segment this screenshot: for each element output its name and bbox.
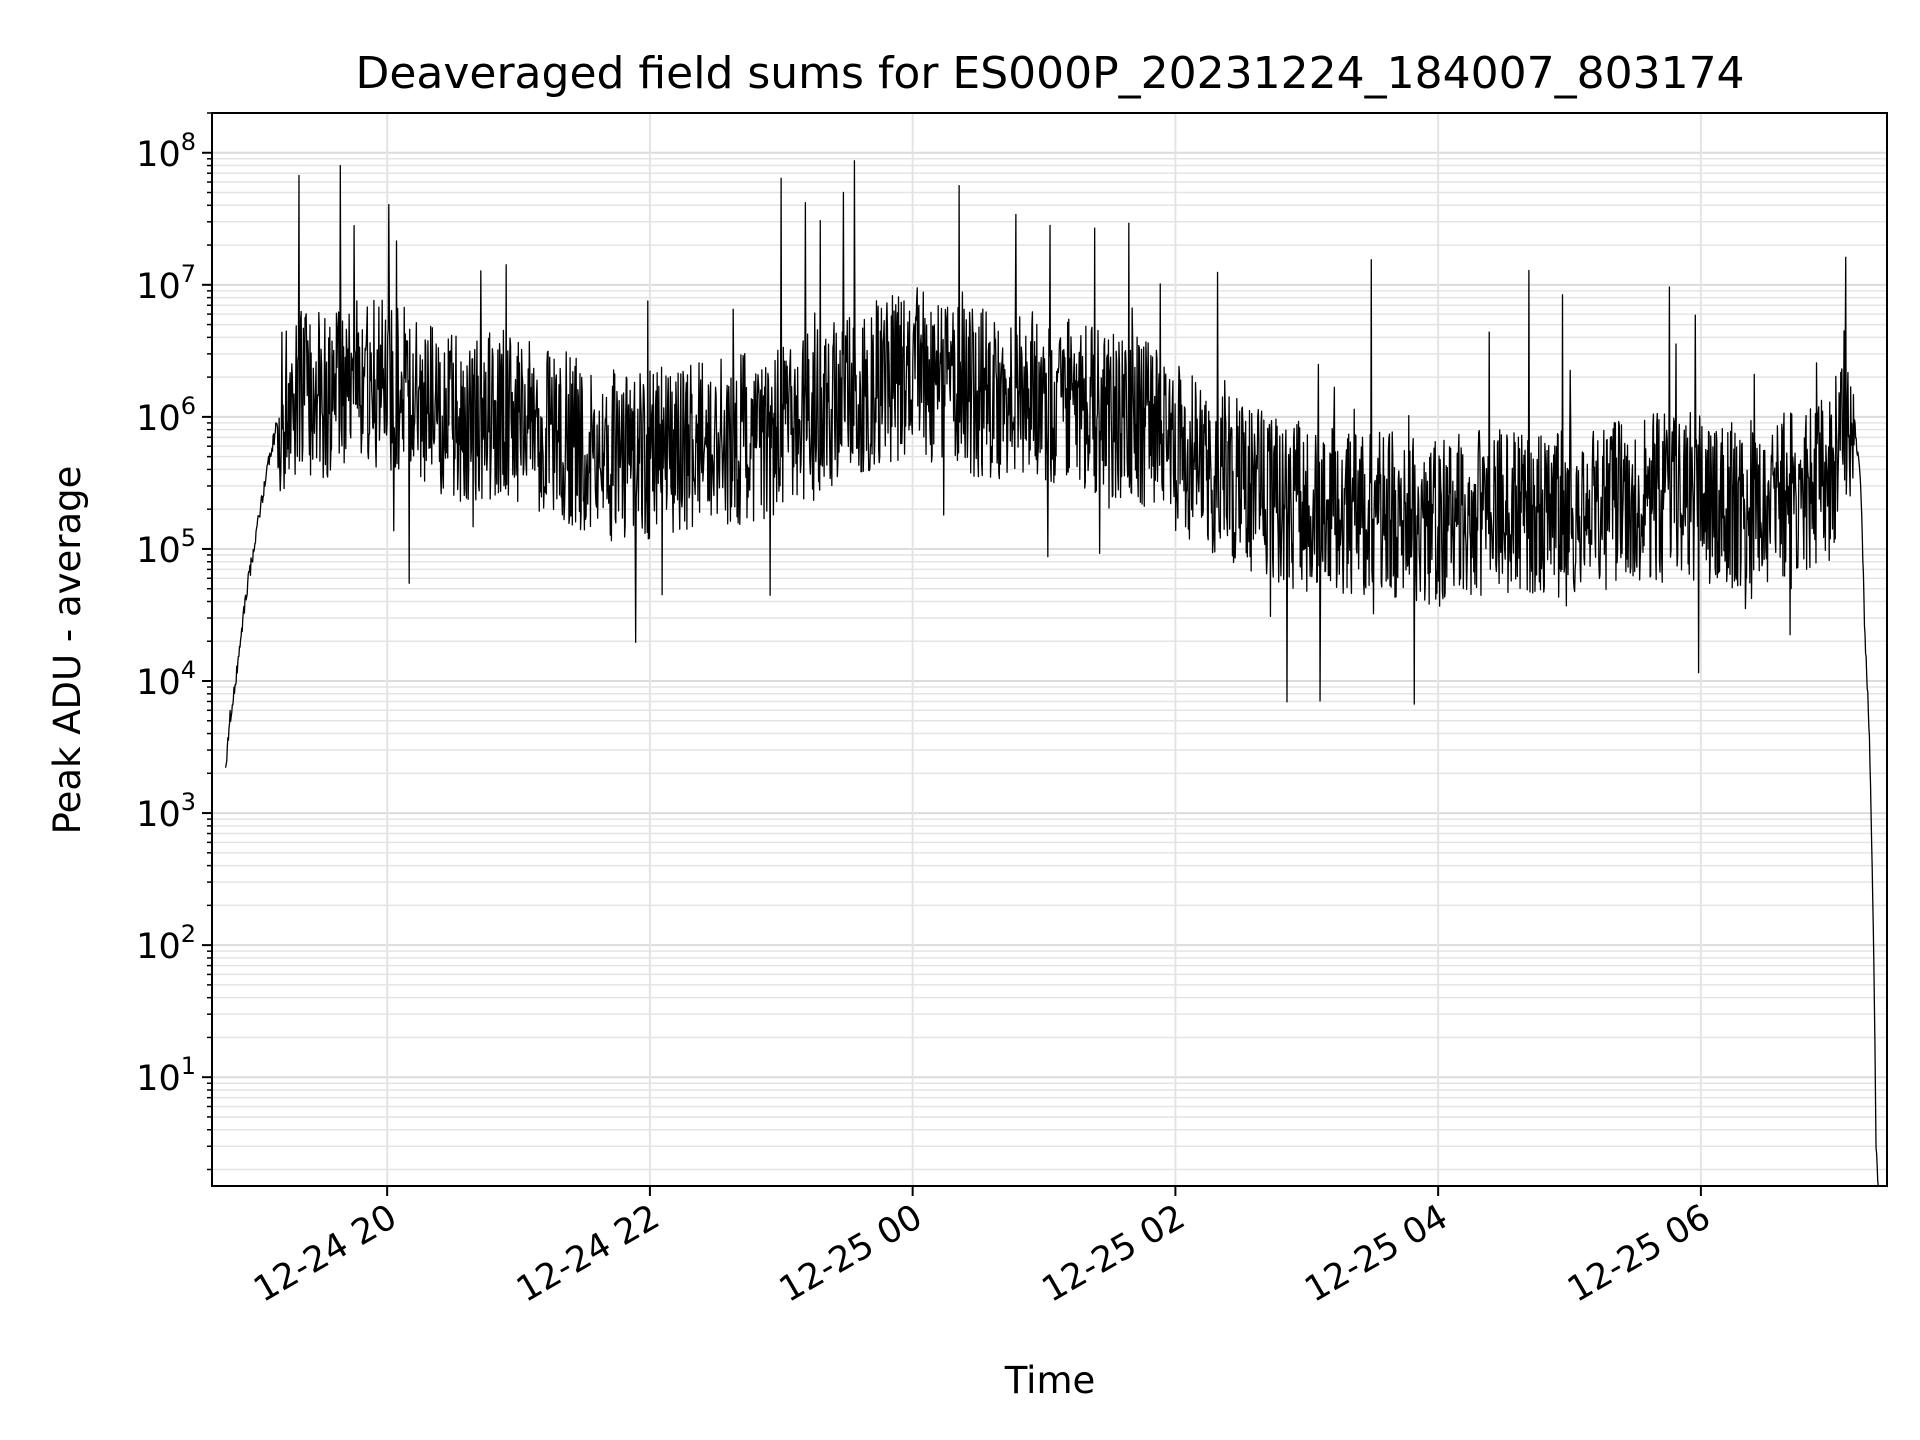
plot-frame [211,112,1888,1187]
y-tick-label: 108 [136,128,196,175]
y-axis-label: Peak ADU - average [46,466,89,835]
y-tick-label: 104 [136,656,196,703]
series-line [224,160,1879,1187]
grid [212,112,1887,1186]
y-tick-label: 103 [136,788,196,835]
y-tick-label: 105 [136,524,196,571]
chart-title: Deaveraged field sums for ES000P_2023122… [355,48,1744,99]
y-tick-label: 106 [136,392,196,439]
y-axis: 101 102 103 104 105 106 107 108 [136,112,212,1171]
x-axis-label: Time [1004,1359,1096,1402]
y-tick-label: 101 [136,1052,196,1099]
y-tick-label: 102 [136,920,196,967]
y-tick-label: 107 [136,260,196,307]
series-group [224,160,1879,1187]
